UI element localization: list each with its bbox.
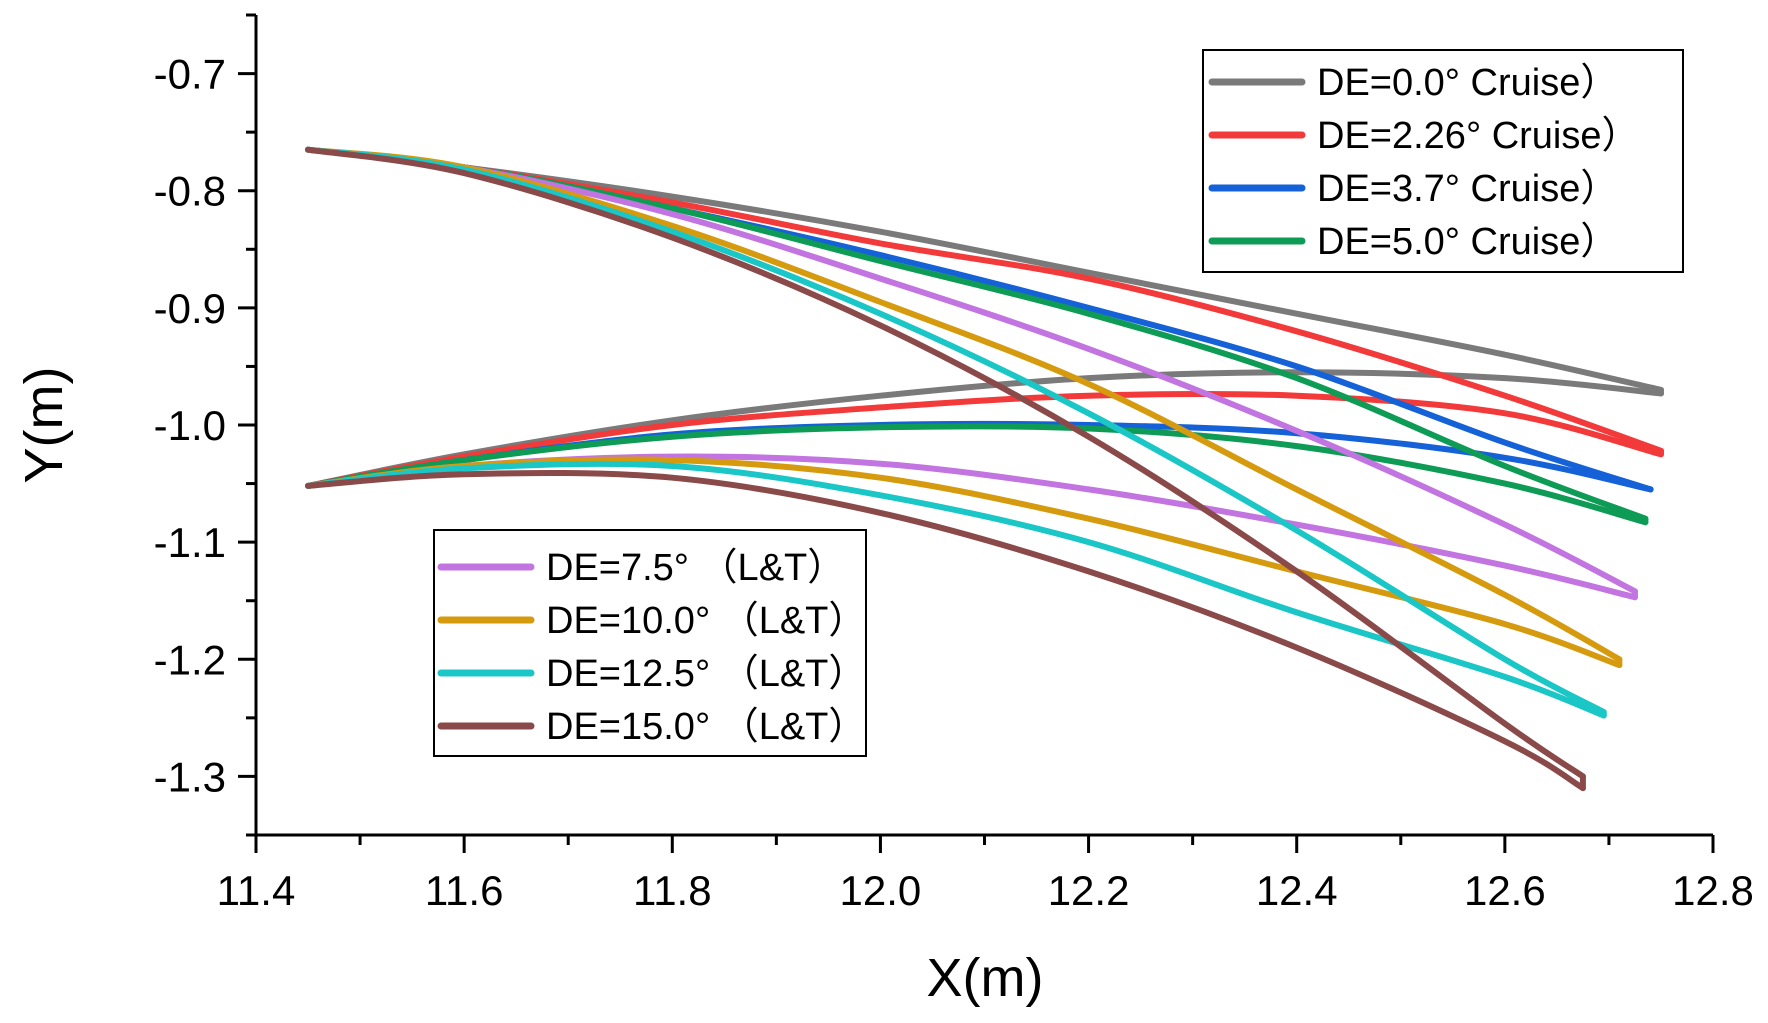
legend-label: DE=10.0° （L&T） <box>546 600 866 642</box>
legend-label: DE=0.0° Cruise） <box>1317 62 1618 104</box>
y-tick-label: -1.3 <box>154 753 226 800</box>
y-tick-label: -0.9 <box>154 285 226 332</box>
x-tick-label: 11.8 <box>633 867 712 914</box>
x-tick-label: 12.6 <box>1464 867 1546 914</box>
x-tick-label: 12.2 <box>1048 867 1130 914</box>
legend-label: DE=5.0° Cruise） <box>1317 221 1618 263</box>
series-lower-line <box>305 469 1586 792</box>
y-axis-title: Y(m) <box>14 367 74 484</box>
y-tick-label: -1.1 <box>154 519 226 566</box>
legend-label: DE=15.0° （L&T） <box>546 706 866 748</box>
series-upper-line <box>305 146 1607 715</box>
y-tick-label: -0.8 <box>154 168 226 215</box>
x-axis-title: X(m) <box>927 948 1044 1008</box>
x-tick-label: 11.4 <box>217 867 296 914</box>
series-lines <box>305 146 1664 792</box>
y-tick-label: -1.0 <box>154 402 226 449</box>
legend-label: DE=3.7° Cruise） <box>1317 168 1618 210</box>
y-tick-label: -1.2 <box>154 636 226 683</box>
series-lower-line <box>305 390 1664 489</box>
ticks: 11.4 11.6 11.8 12.0 12.2 12.4 12.6 12.8 -0.7 -0.8… <box>154 13 1754 914</box>
x-tick-label: 11.6 <box>425 867 504 914</box>
y-tick-label: -0.7 <box>154 51 226 98</box>
series-lower-line <box>305 460 1607 719</box>
series-upper-line <box>305 146 1586 780</box>
legend-landing-takeoff: DE=7.5° （L&T） DE=10.0° （L&T） DE=12.5° （L&T… <box>433 529 867 757</box>
legend-label: DE=7.5° （L&T） <box>546 547 845 589</box>
x-tick-label: 12.4 <box>1256 867 1338 914</box>
series-6 <box>305 146 1607 719</box>
series-7 <box>305 146 1586 792</box>
legend-cruise: DE=0.0° Cruise） DE=2.26° Cruise） DE=3.7° C… <box>1202 49 1684 273</box>
legend-label: DE=2.26° Cruise） <box>1317 115 1640 157</box>
series-lower-line <box>305 423 1649 526</box>
x-tick-label: 12.8 <box>1672 867 1754 914</box>
legend-label: DE=12.5° （L&T） <box>546 653 866 695</box>
x-tick-label: 12.0 <box>840 867 922 914</box>
